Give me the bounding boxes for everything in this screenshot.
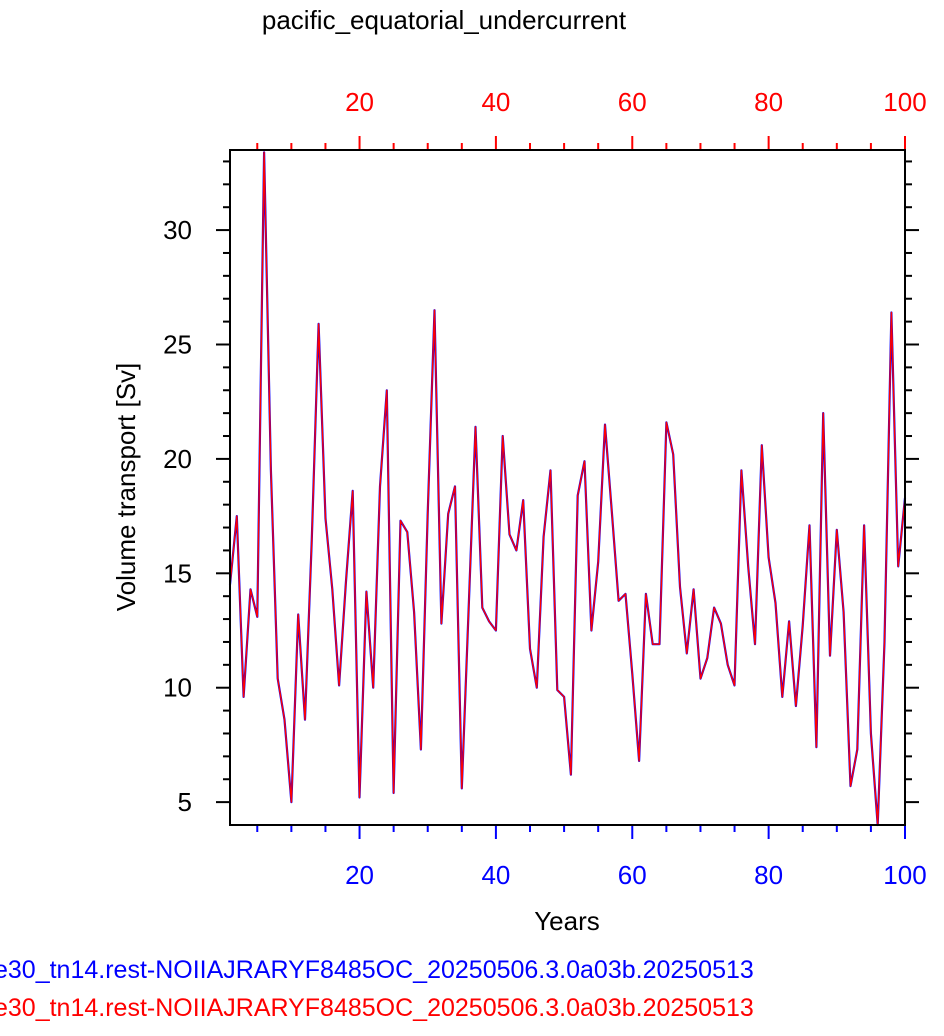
y-tick-label: 15 <box>163 558 192 588</box>
y-tick-label: 5 <box>178 787 192 817</box>
x-tick-label-bottom: 60 <box>618 860 647 890</box>
plot-frame <box>229 149 906 826</box>
x-tick-label-top: 20 <box>345 87 374 117</box>
y-tick-label: 10 <box>163 673 192 703</box>
axis-ticks <box>216 136 919 839</box>
x-tick-label-top: 60 <box>618 87 647 117</box>
x-tick-label-top: 100 <box>883 87 926 117</box>
x-tick-label-bottom: 80 <box>754 860 783 890</box>
x-tick-label-bottom: 20 <box>345 860 374 890</box>
x-tick-label-bottom: 100 <box>883 860 926 890</box>
series-line-red <box>229 151 906 826</box>
chart-title: pacific_equatorial_undercurrent <box>262 5 627 35</box>
y-tick-label: 25 <box>163 329 192 359</box>
x-tick-label-top: 40 <box>481 87 510 117</box>
tick-labels: 20 20 40 40 60 60 80 80 100 100 5 10 15 20 25 30 <box>163 87 927 890</box>
y-axis-title: Volume transport [Sv] <box>111 363 141 612</box>
x-tick-label-top: 80 <box>754 87 783 117</box>
data-series <box>228 151 907 827</box>
y-tick-label: 20 <box>163 444 192 474</box>
x-tick-label-bottom: 40 <box>481 860 510 890</box>
series-line-blue <box>228 151 907 827</box>
x-axis-title: Years <box>534 906 600 936</box>
series-label-blue: e30_tn14.rest-NOIIAJRARYF8485OC_20250506… <box>0 956 754 984</box>
y-tick-label: 30 <box>163 215 192 245</box>
series-label-red: e30_tn14.rest-NOIIAJRARYF8485OC_20250506… <box>0 994 754 1022</box>
